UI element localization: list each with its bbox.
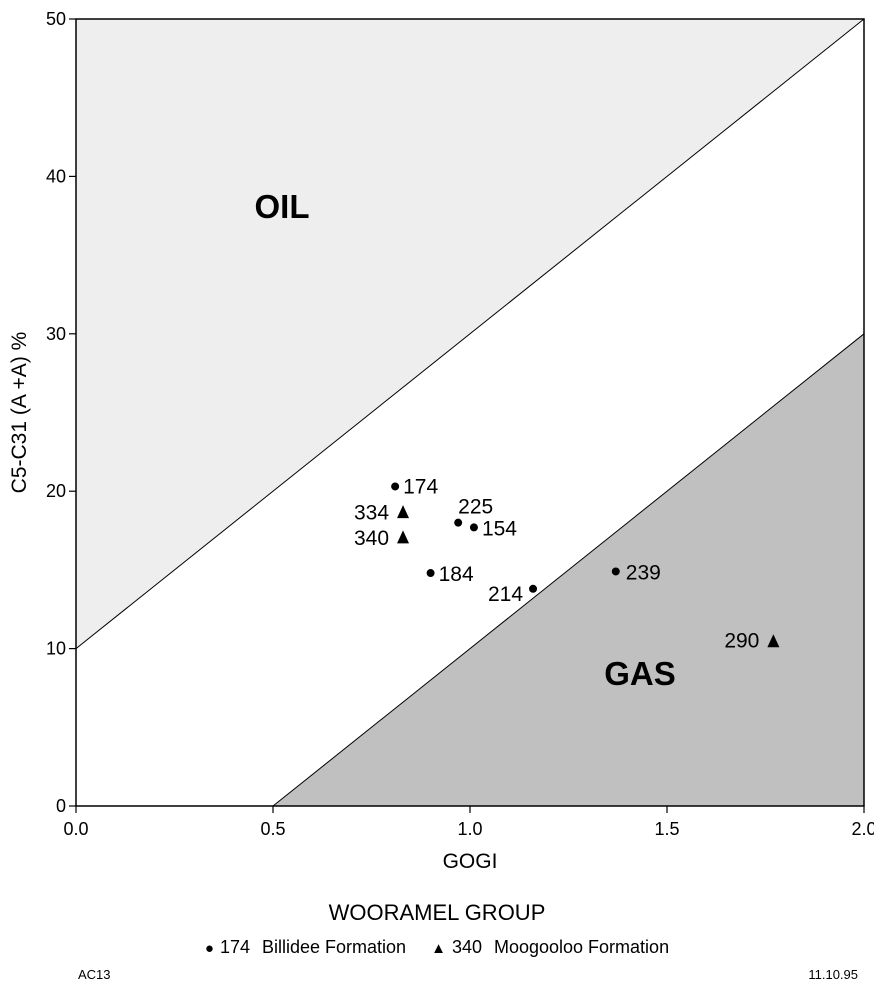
figure-code: AC13 xyxy=(78,967,111,982)
circle-marker-icon: ● xyxy=(204,940,214,957)
y-tick-label: 10 xyxy=(46,639,66,659)
point-label: 239 xyxy=(626,561,661,584)
circle-point xyxy=(469,523,478,532)
x-tick-label: 1.0 xyxy=(457,819,482,839)
y-axis-label: C5-C31 (A +A) % xyxy=(8,332,31,494)
x-tick-label: 1.5 xyxy=(654,819,679,839)
point-label: 290 xyxy=(724,630,759,653)
x-tick-label: 0.0 xyxy=(63,819,88,839)
point-label: 225 xyxy=(458,496,493,519)
triangle-point xyxy=(767,634,780,648)
point-label: 174 xyxy=(403,475,438,498)
point-label: 214 xyxy=(488,583,523,606)
triangle-point xyxy=(397,505,410,519)
triangle-marker-icon: ▲ xyxy=(431,940,446,957)
legend-item-billidee: ● 174 Billidee Formation xyxy=(205,937,411,957)
group-title: WOORAMEL GROUP xyxy=(328,900,546,925)
x-tick-label: 0.5 xyxy=(260,819,285,839)
legend-label: Billidee Formation xyxy=(262,937,407,957)
y-tick-label: 20 xyxy=(46,481,66,501)
circle-point xyxy=(611,567,620,576)
legend-item-moogooloo: ▲ 340 Moogooloo Formation xyxy=(431,937,669,957)
circle-point xyxy=(529,584,538,593)
y-tick-label: 0 xyxy=(56,796,66,816)
point-label: 340 xyxy=(354,527,389,550)
legend-label: Moogooloo Formation xyxy=(493,937,670,957)
x-axis-label: GOGI xyxy=(443,850,498,873)
oil-boundary-line xyxy=(75,18,865,649)
circle-point xyxy=(391,482,400,491)
figure-date: 11.10.95 xyxy=(808,967,858,982)
regions: OIL GAS xyxy=(75,18,865,807)
legend-sample: 174 xyxy=(219,937,250,957)
gogi-chart: OIL GAS 0.0 0.5 1.0 1.5 2.0 0 10 20 30 40 50 GOGI C5-… xyxy=(8,9,874,873)
y-tick-label: 40 xyxy=(46,166,66,186)
circle-point xyxy=(454,518,463,527)
legend: ● 174 Billidee Formation ▲ 340 Moogooloo For… xyxy=(0,937,874,958)
region-label-oil: OIL xyxy=(255,188,310,225)
point-label: 334 xyxy=(354,502,389,525)
axes: 0.0 0.5 1.0 1.5 2.0 0 10 20 30 40 50 GOGI C5-C31 (A … xyxy=(8,9,874,873)
point-label: 184 xyxy=(439,563,474,586)
triangle-point xyxy=(397,530,410,544)
point-label: 154 xyxy=(482,517,517,540)
legend-sample: 340 xyxy=(451,937,482,957)
y-tick-label: 30 xyxy=(46,324,66,344)
y-tick-label: 50 xyxy=(46,9,66,29)
x-tick-label: 2.0 xyxy=(851,819,874,839)
gas-boundary-line xyxy=(272,333,865,807)
circle-point xyxy=(426,569,435,578)
region-label-gas: GAS xyxy=(604,655,676,692)
